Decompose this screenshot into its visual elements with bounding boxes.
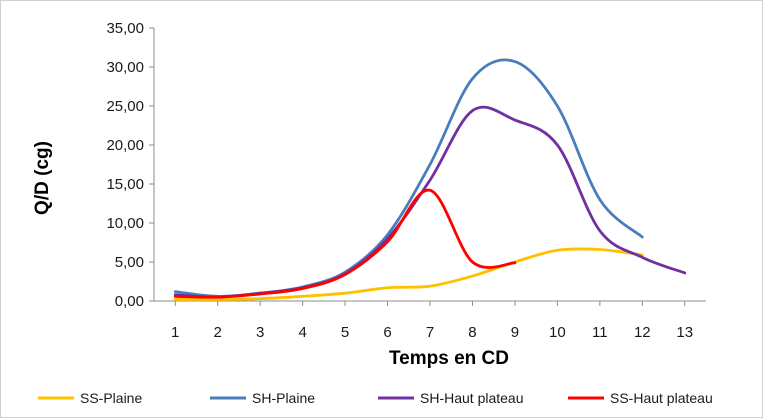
legend-label-ss-haut-plateau: SS-Haut plateau <box>610 390 713 406</box>
y-tick-label: 0,00 <box>115 293 144 310</box>
y-tick-label: 15,00 <box>106 176 144 193</box>
x-tick-label: 3 <box>256 324 264 341</box>
x-tick-label: 1 <box>171 324 179 341</box>
y-tick-label: 35,00 <box>106 20 144 37</box>
y-tick-label: 5,00 <box>115 254 144 271</box>
series-line-ss-haut-plateau <box>173 188 517 299</box>
x-tick-label: 13 <box>676 324 693 341</box>
x-tick-label: 10 <box>549 324 566 341</box>
x-tick-label: 5 <box>341 324 349 341</box>
y-tick-label: 30,00 <box>106 59 144 76</box>
x-tick-label: 6 <box>383 324 391 341</box>
y-tick-label: 10,00 <box>106 215 144 232</box>
series-lines <box>173 58 687 301</box>
x-tick-label: 12 <box>634 324 651 341</box>
x-tick-label: 2 <box>214 324 222 341</box>
x-tick-label: 7 <box>426 324 434 341</box>
x-tick-label: 4 <box>298 324 306 341</box>
x-tick-label: 9 <box>511 324 519 341</box>
x-tick-label: 11 <box>592 324 608 341</box>
legend-label-sh-plaine: SH-Plaine <box>252 390 315 406</box>
y-tick-label: 20,00 <box>106 137 144 154</box>
legend: SS-Plaine SH-Plaine SH-Haut plateau SS-Haut… <box>38 390 713 406</box>
legend-label-ss-plaine: SS-Plaine <box>80 390 142 406</box>
y-tick-label: 25,00 <box>106 98 144 115</box>
series-line-ss-plaine <box>173 247 644 301</box>
legend-label-sh-haut-plateau: SH-Haut plateau <box>420 390 524 406</box>
y-axis-label: Q/D (cg) <box>32 141 53 215</box>
x-axis-label: Temps en CD <box>389 348 509 369</box>
x-tick-label: 8 <box>468 324 476 341</box>
